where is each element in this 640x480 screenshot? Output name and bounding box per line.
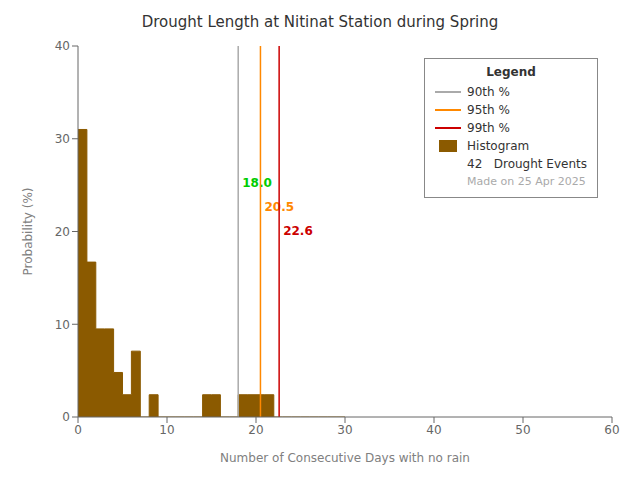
svg-text:Probability (%): Probability (%) bbox=[21, 187, 35, 275]
svg-text:40: 40 bbox=[55, 39, 70, 53]
svg-text:0: 0 bbox=[74, 423, 82, 437]
svg-text:10: 10 bbox=[55, 318, 70, 332]
html-text:90th %: 90th % bbox=[467, 85, 510, 99]
html-text:Legend: Legend bbox=[486, 65, 536, 79]
svg-text:40: 40 bbox=[426, 423, 441, 437]
svg-text:20.5: 20.5 bbox=[264, 200, 295, 215]
html-text:Drought Length at Nitinat Stat: Drought Length at Nitinat Station during… bbox=[141, 13, 499, 31]
svg-text:22.6: 22.6 bbox=[283, 224, 313, 238]
svg-text:10: 10 bbox=[159, 423, 174, 437]
svg-text:20: 20 bbox=[248, 423, 263, 437]
html-text:42 Drought Events: 42 Drought Events bbox=[467, 157, 587, 171]
svg-text:0: 0 bbox=[62, 410, 70, 424]
svg-text:18.0: 18.0 bbox=[242, 176, 272, 190]
svg-text:Number of Consecutive Days wit: Number of Consecutive Days with no rain bbox=[220, 451, 470, 465]
html-text:95th %: 95th % bbox=[467, 103, 510, 117]
svg-text:60: 60 bbox=[604, 423, 619, 437]
svg-text:20: 20 bbox=[55, 225, 70, 239]
svg-text:30: 30 bbox=[55, 132, 70, 146]
html-text:99th %: 99th % bbox=[467, 121, 510, 135]
svg-text:30: 30 bbox=[337, 423, 352, 437]
html-text:Made on 25 Apr 2025: Made on 25 Apr 2025 bbox=[467, 175, 586, 188]
html-text:Histogram: Histogram bbox=[467, 139, 530, 153]
svg-text:50: 50 bbox=[515, 423, 530, 437]
